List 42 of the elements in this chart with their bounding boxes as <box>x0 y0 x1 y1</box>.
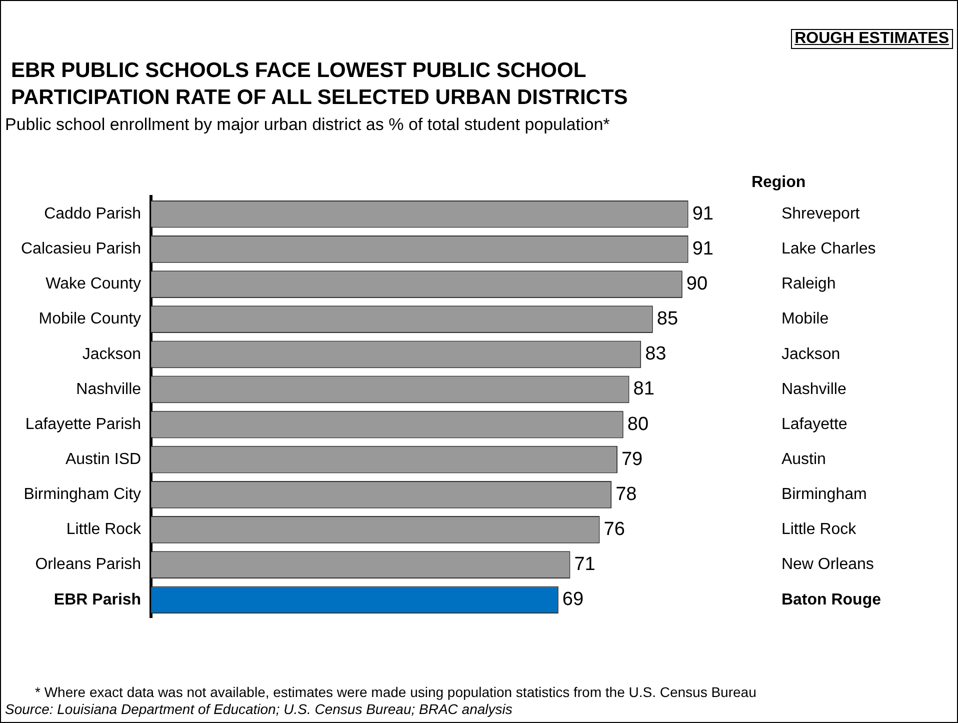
y2-tick-label: Mobile <box>781 310 829 328</box>
data-label: 85 <box>656 308 678 330</box>
data-label: 69 <box>562 589 584 610</box>
y2-tick-label: Jackson <box>781 346 840 363</box>
data-label: 81 <box>633 378 654 400</box>
data-label: 80 <box>627 414 649 435</box>
y2-tick-label: New Orleans <box>781 556 874 574</box>
text: ROUGH ESTIMATES <box>790 29 953 49</box>
y-tick-label: Caddo Parish <box>44 206 142 223</box>
y-tick-label: Nashville <box>76 380 142 398</box>
data-label: 83 <box>645 344 666 365</box>
y-tick-label: Lafayette Parish <box>25 416 142 433</box>
data-label: 90 <box>686 274 708 294</box>
text: * Where exact data was not available, estimates were made using population statistics from the U.S. Census Bureau <box>35 684 756 700</box>
y2-tick-label: Shreveport <box>781 206 860 223</box>
y2-tick-label: Nashville <box>781 380 846 398</box>
source-note: Source: Louisiana Department of Education; U.S. Census Bureau; BRAC analysis <box>5 701 512 717</box>
y2-tick-label: Little Rock <box>781 521 858 538</box>
y2-axis-title: Region <box>751 174 806 192</box>
y-tick-label: Little Rock <box>66 521 142 538</box>
data-label: 91 <box>692 238 714 260</box>
y2-tick-label: Lafayette <box>781 416 848 433</box>
y-tick-label: Orleans Parish <box>35 556 142 574</box>
y-tick-label: Calcasieu Parish <box>20 240 142 258</box>
data-label: 79 <box>621 448 643 470</box>
data-label: 76 <box>604 518 625 540</box>
y-tick-label: EBR Parish <box>54 591 142 608</box>
y-tick-label: Wake County <box>46 276 142 293</box>
y2-tick-label: Baton Rouge <box>781 591 882 608</box>
data-label: 71 <box>574 554 596 576</box>
data-label: 78 <box>616 484 637 505</box>
y-tick-label: Mobile County <box>38 310 142 328</box>
data-label: 91 <box>692 203 714 224</box>
chart-subtitle: Public school enrollment by major urban district as % of total student population* <box>5 115 610 135</box>
y-tick-label: Jackson <box>82 346 142 363</box>
y2-tick-label: Raleigh <box>781 276 836 293</box>
chart-title: EBR PUBLIC SCHOOLS FACE LOWEST PUBLIC SCHOOL PARTICIPATION RATE OF ALL SELECTED URBAN DISTRICTS <box>11 58 629 111</box>
y-tick-label: Birmingham City <box>24 486 142 504</box>
y2-tick-label: Birmingham <box>781 486 867 504</box>
y-tick-label: Austin ISD <box>65 451 142 468</box>
y2-tick-label: Austin <box>781 451 826 468</box>
y2-tick-label: Lake Charles <box>781 240 876 258</box>
